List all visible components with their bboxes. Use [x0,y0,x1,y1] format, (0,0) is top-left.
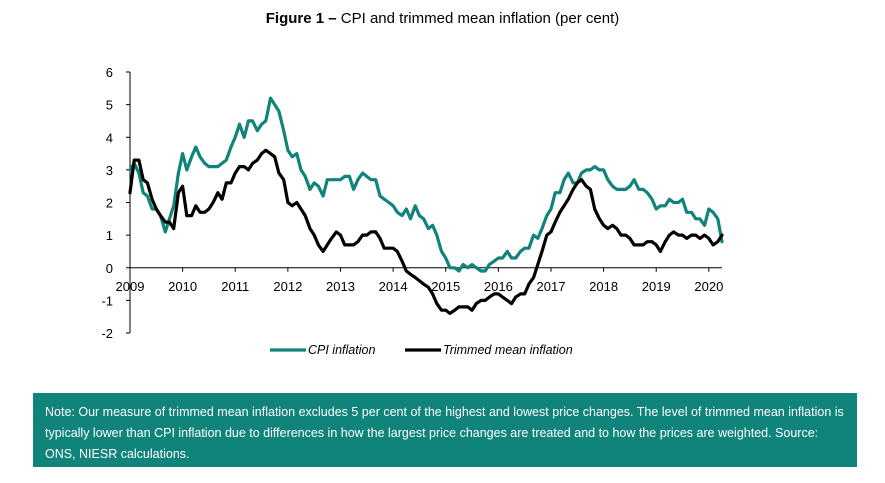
y-tick-label: 3 [106,163,113,178]
legend-cpi-label: CPI inflation [308,343,375,357]
chart-legend: CPI inflation Trimmed mean inflation [270,343,573,357]
x-tick-label: 2009 [116,279,145,294]
x-tick-label: 2015 [431,279,460,294]
y-tick-label: 2 [106,196,113,211]
x-tick-label: 2012 [273,279,302,294]
x-tick-label: 2018 [589,279,618,294]
x-tick-label: 2020 [694,279,723,294]
x-tick-label: 2010 [168,279,197,294]
y-tick-label: 6 [106,65,113,80]
trimmed-mean-inflation-line [128,148,724,315]
x-tick-label: 2016 [484,279,513,294]
note-box: Note: Our measure of trimmed mean inflat… [33,393,857,467]
y-tick-label: 1 [106,228,113,243]
y-tick-label: -1 [101,293,113,308]
chart-title: Figure 1 – CPI and trimmed mean inflatio… [0,10,885,27]
chart-axes: 6 5 4 3 2 1 0 -1 -2 2009 2010 2011 2012 2013 2014 2015 2… [101,65,723,341]
y-tick-label: 5 [106,98,113,113]
x-tick-label: 2014 [379,279,408,294]
figure-title: CPI and trimmed mean inflation (per cent… [340,10,620,27]
cpi-inflation-line [128,96,724,273]
x-tick-label: 2013 [326,279,355,294]
x-tick-label: 2017 [537,279,566,294]
y-tick-label: 0 [106,261,113,276]
line-chart: 6 5 4 3 2 1 0 -1 -2 2009 2010 2011 2012 2013 2014 2015 2… [101,65,724,357]
legend-trimmed-mean-label: Trimmed mean inflation [443,343,573,357]
note-text: Note: Our measure of trimmed mean inflat… [45,405,844,461]
x-tick-label: 2011 [221,279,249,294]
x-tick-label: 2019 [642,279,671,294]
y-tick-label: 4 [106,130,113,145]
y-tick-label: -2 [101,326,113,341]
chart-series [128,96,724,315]
figure-label: Figure 1 – [265,10,337,27]
